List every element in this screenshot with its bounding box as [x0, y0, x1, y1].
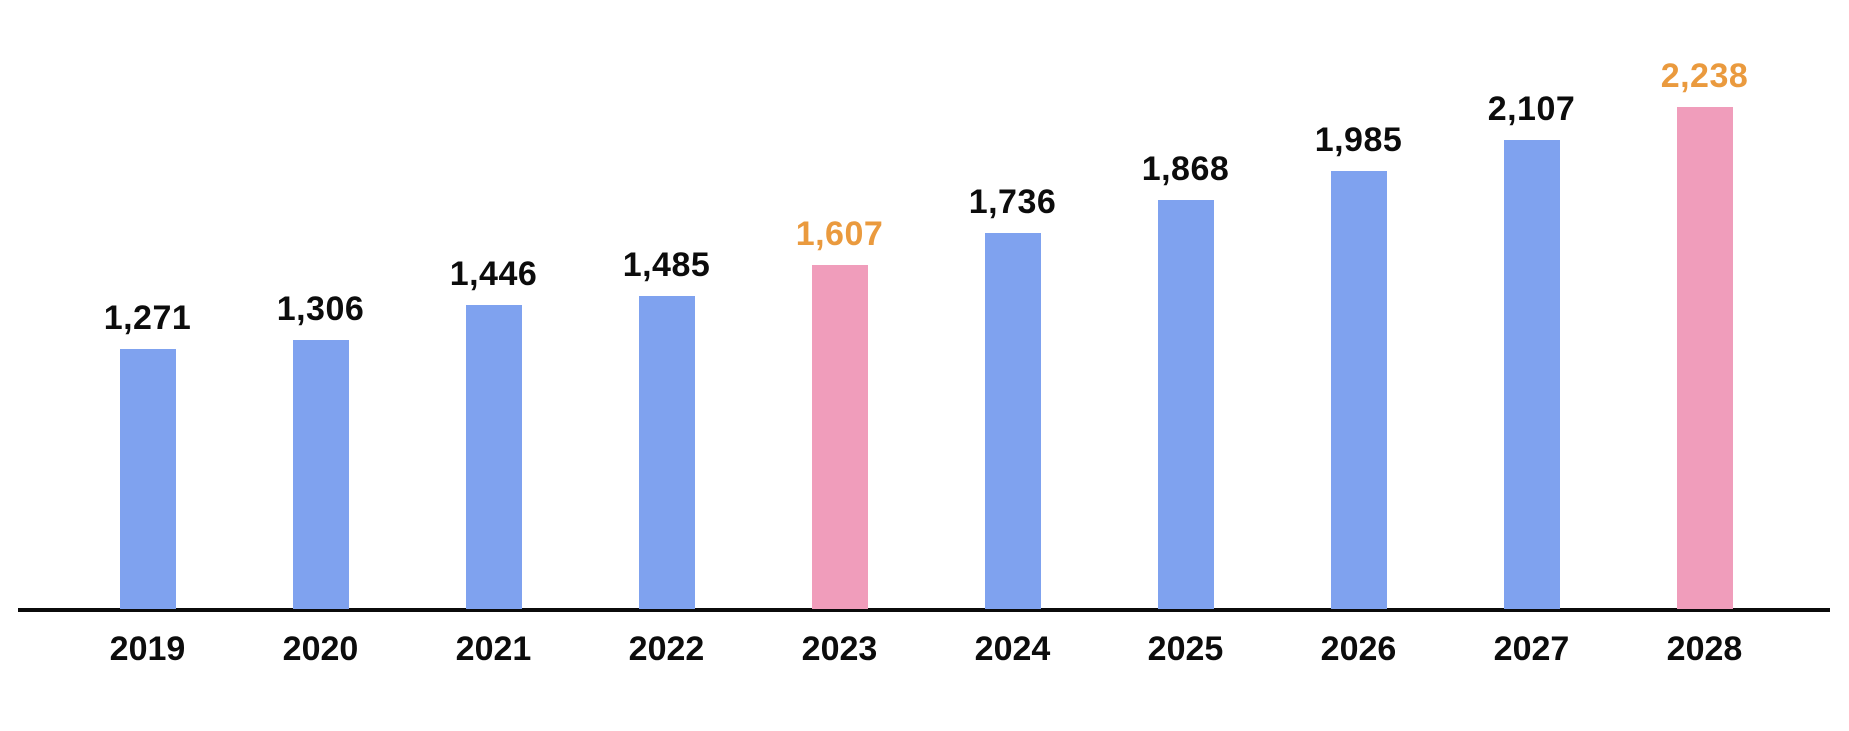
bar-column-2021: 1,446 [407, 257, 580, 609]
bar-column-2022: 1,485 [580, 245, 753, 609]
year-label-2023: 2023 [801, 630, 878, 668]
year-label-2025: 2025 [1147, 630, 1224, 668]
bar-column-2023: 1,607 [753, 217, 926, 609]
bar-column-2028: 2,238 [1618, 59, 1791, 609]
bar-rect-2026 [1330, 170, 1387, 609]
bar-value-label-2028: 2,238 [1660, 57, 1749, 96]
bar-value-label-2022: 1,485 [622, 245, 711, 284]
bar-value-label-2021: 1,446 [449, 255, 538, 294]
bar-column-2024: 1,736 [926, 185, 1099, 609]
bar-rect-2025 [1157, 199, 1214, 609]
bar-column-2027: 2,107 [1445, 92, 1618, 609]
year-label-2020: 2020 [282, 630, 359, 668]
year-label-2019: 2019 [109, 630, 186, 668]
bar-column-2019: 1,271 [61, 301, 234, 609]
bar-rect-2022 [638, 295, 695, 609]
bar-value-label-2019: 1,271 [103, 299, 192, 337]
bar-rect-2027 [1503, 140, 1560, 609]
bar-rect-2021 [465, 305, 522, 609]
bar-value-label-2027: 2,107 [1487, 90, 1576, 128]
bar-value-label-2024: 1,736 [968, 182, 1057, 221]
bar-rect-2020 [292, 340, 349, 609]
year-label-2028: 2028 [1666, 630, 1743, 668]
bar-column-2026: 1,985 [1272, 120, 1445, 609]
bar-rect-2023 [811, 265, 868, 609]
bar-column-2020: 1,306 [234, 292, 407, 609]
bar-value-label-2020: 1,306 [276, 290, 365, 329]
bar-rect-2019 [119, 349, 176, 609]
bar-rect-2024 [984, 232, 1041, 609]
bar-value-label-2026: 1,985 [1314, 120, 1403, 159]
bar-value-label-2023: 1,607 [795, 215, 884, 253]
year-label-2022: 2022 [628, 630, 705, 668]
bar-value-label-2025: 1,868 [1141, 149, 1230, 188]
bar-column-2025: 1,868 [1099, 152, 1272, 609]
bar-rect-2028 [1676, 107, 1733, 609]
year-label-2026: 2026 [1320, 630, 1397, 668]
year-label-2024: 2024 [974, 630, 1051, 668]
x-axis-line [18, 608, 1830, 612]
year-label-2021: 2021 [455, 630, 532, 668]
year-label-2027: 2027 [1493, 630, 1570, 668]
